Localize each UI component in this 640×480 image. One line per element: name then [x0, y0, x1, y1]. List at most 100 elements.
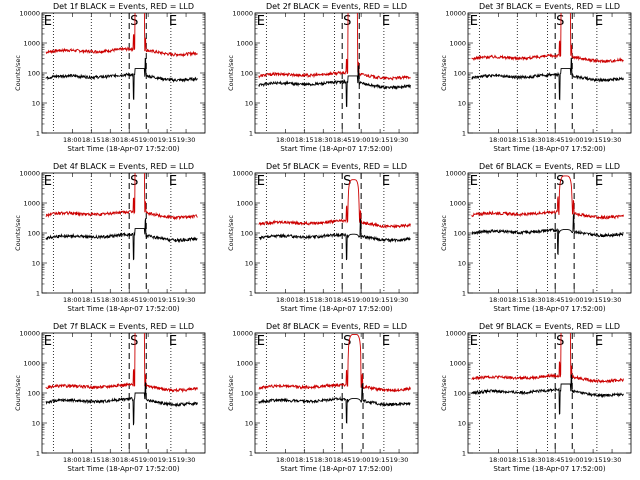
- x-tick-label: 18:00: [489, 456, 508, 464]
- x-tick-label: 19:00: [352, 296, 371, 304]
- x-tick-label: 19:15: [371, 456, 390, 464]
- panel-2: Det 2f BLACK = Events, RED = LLD 1 10 100 10…: [227, 2, 419, 153]
- x-tick-label: 18:15: [295, 296, 314, 304]
- plot-frame: [41, 332, 206, 454]
- y-tick-label: 10000: [445, 10, 466, 18]
- x-tick-label: 18:30: [527, 136, 546, 144]
- end-marker: E: [595, 334, 603, 349]
- x-tick-label: 18:30: [314, 296, 333, 304]
- y-tick-label: 10000: [232, 10, 253, 18]
- x-tick-label: 18:30: [527, 456, 546, 464]
- x-tick-label: 19:30: [177, 136, 196, 144]
- y-tick-label: 1: [249, 290, 253, 298]
- y-tick-label: 10: [245, 260, 253, 268]
- x-tick-label: 18:45: [120, 296, 139, 304]
- lld-series-line: [258, 179, 411, 229]
- panel-title: Det 5f BLACK = Events, RED = LLD: [266, 162, 407, 171]
- plot-frame: [467, 172, 632, 294]
- end-marker: E: [382, 14, 390, 29]
- x-tick-label: 18:45: [333, 296, 352, 304]
- lld-series-line: [45, 333, 198, 393]
- lld-series-line: [258, 333, 411, 393]
- y-tick-label: 10: [32, 100, 40, 108]
- y-tick-label: 10: [458, 420, 466, 428]
- x-tick-label: 18:15: [295, 456, 314, 464]
- y-tick-label: 100: [28, 230, 40, 238]
- panel-title: Det 2f BLACK = Events, RED = LLD: [266, 2, 407, 11]
- panel-title: Det 9f BLACK = Events, RED = LLD: [479, 322, 620, 331]
- x-tick-label: 19:15: [158, 456, 177, 464]
- end-marker: E: [382, 174, 390, 189]
- x-axis-label: Start Time (18-Apr-07 17:52:00): [493, 305, 605, 313]
- panel-title: Det 4f BLACK = Events, RED = LLD: [53, 162, 194, 171]
- start-marker: S: [343, 174, 351, 189]
- x-tick-label: 18:30: [101, 296, 120, 304]
- x-tick-label: 18:30: [101, 136, 120, 144]
- y-tick-label: 1000: [236, 200, 253, 208]
- y-tick-label: 10000: [445, 330, 466, 338]
- panel-title: Det 1f BLACK = Events, RED = LLD: [53, 2, 194, 11]
- end-marker: E: [470, 174, 478, 189]
- y-axis-label: Counts/sec: [227, 55, 235, 91]
- events-series-line: [45, 57, 198, 100]
- panel-title: Det 7f BLACK = Events, RED = LLD: [53, 322, 194, 331]
- events-series-line: [258, 65, 411, 108]
- y-tick-label: 1: [462, 450, 466, 458]
- panel-6: Det 6f BLACK = Events, RED = LLD 1 10 100 10…: [440, 162, 632, 313]
- x-axis-label: Start Time (18-Apr-07 17:52:00): [280, 145, 392, 153]
- y-tick-label: 1000: [23, 40, 40, 48]
- x-tick-label: 18:45: [546, 296, 565, 304]
- x-tick-label: 19:15: [158, 296, 177, 304]
- x-tick-label: 19:30: [390, 136, 409, 144]
- y-tick-label: 10: [458, 260, 466, 268]
- lld-series-line: [471, 13, 624, 64]
- x-tick-label: 19:30: [603, 136, 622, 144]
- x-tick-label: 18:15: [508, 456, 527, 464]
- panel-title: Det 3f BLACK = Events, RED = LLD: [479, 2, 620, 11]
- x-tick-label: 19:00: [139, 136, 158, 144]
- y-axis-label: Counts/sec: [227, 215, 235, 251]
- x-tick-label: 18:00: [63, 136, 82, 144]
- x-tick-label: 19:30: [177, 456, 196, 464]
- x-tick-label: 19:00: [139, 296, 158, 304]
- end-marker: E: [169, 174, 177, 189]
- y-tick-label: 1: [462, 290, 466, 298]
- x-tick-label: 19:30: [177, 296, 196, 304]
- x-tick-label: 18:45: [546, 136, 565, 144]
- x-tick-label: 18:45: [333, 456, 352, 464]
- start-marker: S: [556, 14, 564, 29]
- y-tick-label: 10: [245, 420, 253, 428]
- x-tick-label: 19:30: [390, 456, 409, 464]
- y-tick-label: 100: [454, 70, 466, 78]
- y-tick-label: 1000: [449, 200, 466, 208]
- x-axis-label: Start Time (18-Apr-07 17:52:00): [280, 465, 392, 473]
- x-tick-label: 18:30: [314, 456, 333, 464]
- y-tick-label: 1000: [449, 360, 466, 368]
- end-marker: E: [169, 14, 177, 29]
- lld-series-line: [45, 13, 198, 58]
- y-tick-label: 10000: [232, 170, 253, 178]
- y-tick-label: 10: [32, 260, 40, 268]
- y-tick-label: 10000: [445, 170, 466, 178]
- events-series-line: [45, 218, 198, 261]
- panel-8: Det 8f BLACK = Events, RED = LLD 1 10 100 10…: [227, 322, 419, 473]
- x-tick-label: 18:00: [63, 456, 82, 464]
- end-marker: E: [44, 334, 52, 349]
- y-tick-label: 1: [462, 130, 466, 138]
- x-tick-label: 18:00: [489, 136, 508, 144]
- start-marker: S: [130, 14, 138, 29]
- lld-series-line: [471, 175, 624, 220]
- x-tick-label: 18:45: [120, 136, 139, 144]
- y-tick-label: 10000: [232, 330, 253, 338]
- x-axis-label: Start Time (18-Apr-07 17:52:00): [67, 145, 179, 153]
- y-tick-label: 1: [249, 130, 253, 138]
- events-series-line: [45, 382, 198, 426]
- x-tick-label: 18:00: [63, 296, 82, 304]
- events-series-line: [471, 57, 624, 101]
- end-marker: E: [257, 334, 265, 349]
- y-tick-label: 10000: [19, 10, 40, 18]
- end-marker: E: [44, 174, 52, 189]
- plot-frame: [254, 332, 419, 454]
- x-tick-label: 19:00: [352, 456, 371, 464]
- y-tick-label: 10000: [19, 170, 40, 178]
